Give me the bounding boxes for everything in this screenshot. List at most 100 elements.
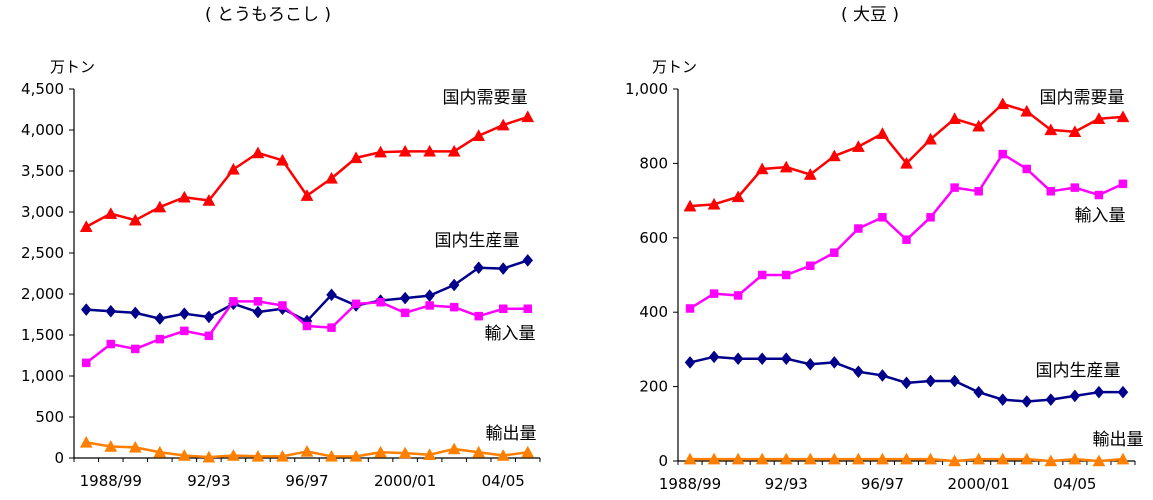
soybean-data-point: [926, 375, 936, 387]
corn-data-point: [449, 279, 459, 291]
corn-y-tick-label: 0: [54, 449, 64, 467]
corn-series-label: 輸入量: [485, 324, 536, 344]
corn-data-point: [498, 263, 508, 275]
corn-series-line: [86, 301, 527, 363]
corn-data-point: [204, 311, 214, 323]
soybean-series-label: 国内需要量: [1040, 88, 1125, 108]
corn-data-point: [303, 322, 311, 330]
corn-data-point: [107, 340, 115, 348]
soybean-data-point: [974, 386, 984, 398]
soybean-y-tick-label: 200: [639, 378, 668, 396]
corn-data-point: [105, 208, 117, 219]
corn-x-tick-label: 04/05: [482, 472, 525, 490]
corn-y-tick-label: 1,500: [21, 326, 64, 344]
soybean-data-point: [1095, 191, 1103, 199]
soybean-x-tick-label: 2000/01: [947, 475, 1009, 493]
soybean-y-tick-label: 400: [639, 303, 668, 321]
corn-data-point: [425, 290, 435, 302]
corn-y-tick-label: 4,500: [21, 80, 64, 98]
corn-series-label: 国内生産量: [435, 231, 520, 251]
corn-data-point: [254, 297, 262, 305]
soybean-data-point: [1119, 180, 1127, 188]
corn-data-point: [156, 335, 164, 343]
corn-data-point: [180, 327, 188, 335]
corn-data-point: [450, 303, 458, 311]
soybean-data-point: [1022, 395, 1032, 407]
soybean-data-point: [1094, 386, 1104, 398]
corn-data-point: [179, 308, 189, 320]
corn-data-point: [400, 292, 410, 304]
soybean-y-tick-label: 1,000: [625, 80, 668, 98]
soybean-series-label: 輸出量: [1093, 430, 1144, 450]
corn-y-tick-label: 3,000: [21, 203, 64, 221]
soybean-data-point: [949, 113, 961, 124]
soybean-data-point: [876, 128, 888, 139]
corn-data-point: [131, 345, 139, 353]
soybean-y-tick-label: 0: [658, 452, 668, 470]
corn-y-tick-label: 1,000: [21, 367, 64, 385]
corn-data-point: [80, 221, 92, 232]
corn-x-tick-label: 96/97: [285, 472, 328, 490]
corn-data-point: [130, 307, 140, 319]
corn-data-point: [252, 147, 264, 158]
corn-x-tick-label: 92/93: [187, 472, 230, 490]
corn-data-point: [205, 332, 213, 340]
soybean-x-tick-label: 04/05: [1053, 475, 1096, 493]
corn-x-tick-label: 2000/01: [374, 472, 436, 490]
soybean-data-point: [733, 353, 743, 365]
soybean-data-point: [975, 187, 983, 195]
corn-y-tick-label: 2,000: [21, 285, 64, 303]
soybean-data-point: [685, 356, 695, 368]
corn-data-point: [401, 309, 409, 317]
corn-data-point: [227, 163, 239, 174]
corn-data-point: [352, 300, 360, 308]
soybean-y-tick-label: 600: [639, 229, 668, 247]
soybean-data-point: [1070, 390, 1080, 402]
corn-series-label: 輸出量: [486, 424, 537, 444]
soybean-y-tick-label: 800: [639, 154, 668, 172]
corn-data-point: [301, 445, 313, 456]
soybean-chart-title: ( 大豆 ): [841, 5, 899, 25]
soybean-data-point: [998, 394, 1008, 406]
soybean-data-point: [830, 249, 838, 257]
soybean-series-label: 輸入量: [1075, 206, 1126, 226]
soybean-x-tick-label: 96/97: [861, 475, 904, 493]
soybean-data-point: [782, 271, 790, 279]
soybean-data-point: [1118, 386, 1128, 398]
corn-data-point: [253, 306, 263, 318]
corn-x-tick-label: 1988/99: [80, 472, 142, 490]
soybean-data-point: [903, 236, 911, 244]
soybean-data-point: [951, 184, 959, 192]
corn-series-line: [86, 117, 527, 227]
soybean-data-point: [758, 271, 766, 279]
corn-data-point: [328, 324, 336, 332]
soybean-data-point: [805, 358, 815, 370]
corn-series-label: 国内需要量: [443, 88, 528, 108]
corn-data-point: [106, 305, 116, 317]
corn-data-point: [475, 312, 483, 320]
soybean-data-point: [1046, 394, 1056, 406]
soybean-data-point: [710, 290, 718, 298]
soybean-data-point: [1071, 184, 1079, 192]
soybean-data-point: [1047, 187, 1055, 195]
soybean-data-point: [877, 369, 887, 381]
corn-y-tick-label: 500: [35, 408, 64, 426]
corn-data-point: [474, 262, 484, 274]
corn-data-point: [155, 313, 165, 325]
soybean-data-point: [709, 351, 719, 363]
soybean-data-point: [686, 304, 694, 312]
soybean-y-axis-unit: 万トン: [652, 58, 697, 76]
soybean-x-tick-label: 92/93: [765, 475, 808, 493]
soybean-data-point: [853, 366, 863, 378]
soybean-data-point: [878, 213, 886, 221]
corn-data-point: [524, 305, 532, 313]
corn-y-tick-label: 3,500: [21, 162, 64, 180]
corn-chart-title: ( とうもろこし ): [205, 5, 331, 25]
soybean-series-label: 国内生産量: [1036, 361, 1121, 381]
corn-data-point: [377, 298, 385, 306]
corn-y-tick-label: 4,000: [21, 121, 64, 139]
soybean-data-point: [927, 213, 935, 221]
soybean-data-point: [854, 225, 862, 233]
soybean-x-tick-label: 1988/99: [659, 475, 721, 493]
soybean-data-point: [806, 262, 814, 270]
